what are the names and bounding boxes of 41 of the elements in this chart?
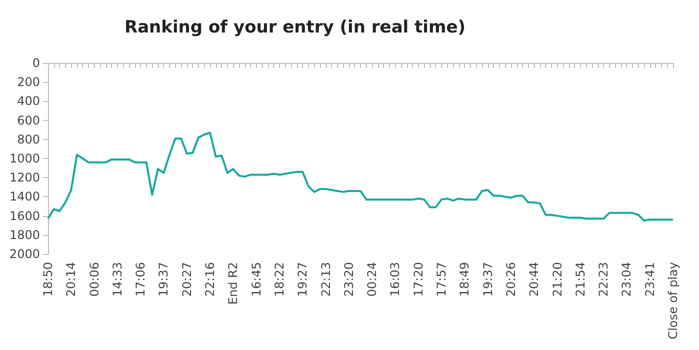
- x-tick-label: 17:06: [134, 262, 148, 297]
- y-tick-label: 1000: [9, 152, 40, 166]
- x-tick-label: 23:20: [342, 262, 356, 297]
- x-tick-label: 21:20: [550, 262, 564, 297]
- x-tick-label: Close of play: [666, 262, 680, 340]
- y-tick-label: 600: [17, 113, 40, 128]
- x-tick-label: 20:14: [64, 262, 78, 297]
- y-tick-label: 1200: [9, 170, 40, 185]
- y-tick-label: 2000: [9, 247, 40, 261]
- x-tick-label: 20:27: [180, 262, 194, 297]
- x-tick-label: 18:49: [458, 262, 472, 297]
- x-tick-label: 14:33: [110, 262, 124, 297]
- chart-title: Ranking of your entry (in real time): [124, 18, 466, 38]
- x-tick-label: 23:04: [620, 262, 634, 297]
- y-tick-label: 800: [17, 132, 40, 146]
- x-tick-label: 18:50: [41, 262, 55, 297]
- x-tick-label: 16:45: [249, 262, 264, 297]
- y-tick-label: 1600: [9, 208, 40, 223]
- x-tick-label: 23:41: [642, 262, 657, 297]
- x-tick-label: 00:06: [87, 262, 102, 297]
- line-series: [47, 132, 674, 222]
- x-tick-label: 18:22: [272, 262, 286, 297]
- x-tick-label: 00:24: [365, 262, 380, 297]
- x-tick-label: 16:03: [388, 262, 402, 297]
- x-tick-label: 19:27: [296, 262, 310, 297]
- x-tick-label: 20:44: [527, 262, 542, 297]
- x-tick-label: 21:54: [573, 262, 588, 297]
- x-tick-label: 17:20: [411, 262, 426, 297]
- x-tick-label: 17:57: [434, 262, 449, 297]
- x-tick-label: End R2: [226, 262, 240, 305]
- x-tick-label: 20:26: [504, 262, 518, 297]
- y-tick-label: 1800: [9, 228, 40, 242]
- y-tick-label: 1400: [9, 190, 40, 204]
- x-tick-label: 19:37: [156, 262, 171, 297]
- y-tick-label: 200: [17, 75, 40, 90]
- y-tick-label: 0: [32, 56, 40, 70]
- x-tick-label: 22:13: [318, 262, 333, 297]
- x-tick-label: 22:16: [203, 262, 218, 297]
- y-tick-label: 400: [17, 94, 40, 108]
- x-tick-label: 19:37: [480, 262, 495, 297]
- x-tick-label: 22:23: [596, 262, 611, 297]
